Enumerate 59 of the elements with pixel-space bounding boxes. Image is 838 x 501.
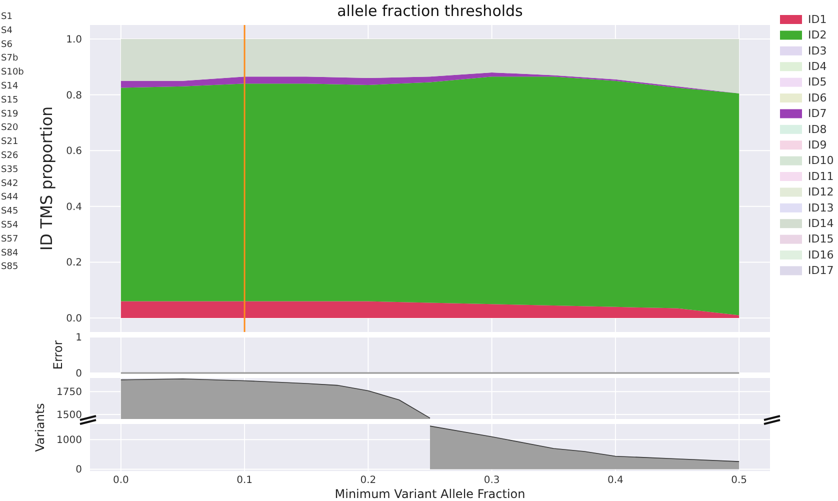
legend-label: ID1 [808, 12, 827, 26]
y-axis-title: Error [51, 340, 65, 370]
y-tick-label: 1.0 [66, 34, 82, 46]
y-tick-label: 0.6 [66, 146, 82, 158]
y-axis-title: ID TMS proportion [37, 106, 56, 251]
legend-label: ID11 [808, 170, 834, 183]
text: S14 [1, 82, 18, 92]
text: S15 [1, 95, 18, 106]
text: S4 [1, 26, 13, 36]
legend-label: ID2 [808, 28, 827, 42]
text: S7b [1, 54, 18, 64]
text: S45 [1, 206, 18, 217]
legend-label: ID4 [808, 60, 827, 73]
text: S10b [1, 68, 24, 78]
text: S42 [1, 178, 18, 189]
y-tick-label: 0.4 [66, 202, 82, 213]
y-tick-label: 1750 [56, 387, 82, 398]
y-tick-label: 0.8 [66, 90, 82, 102]
x-tick-label: 0.1 [236, 475, 252, 486]
chart-title: allele fraction thresholds [337, 2, 524, 20]
text: S57 [1, 234, 18, 244]
y-tick-label: 1000 [56, 435, 82, 446]
text: S85 [1, 262, 18, 272]
legend-label: ID17 [808, 264, 834, 278]
legend-label: ID10 [808, 154, 834, 168]
text: S44 [1, 192, 18, 203]
x-tick-label: 0.0 [112, 475, 129, 486]
legend-label: ID7 [808, 107, 827, 120]
legend-label: ID13 [808, 201, 834, 214]
legend-label: ID12 [808, 186, 834, 199]
text: S20 [1, 123, 18, 134]
x-axis-title: Minimum Variant Allele Fraction [334, 487, 526, 501]
legend-label: ID5 [808, 76, 827, 89]
x-tick-label: 0.4 [608, 475, 624, 486]
text: S1 [1, 12, 12, 22]
x-tick-label: 0.3 [484, 475, 500, 486]
y-tick-label: 1 [76, 332, 82, 344]
text: S6 [1, 40, 13, 50]
legend-label: ID6 [808, 91, 827, 104]
y-tick-label: 0 [76, 368, 82, 380]
text: S19 [1, 109, 18, 120]
y-tick-label: 0 [76, 464, 82, 476]
legend-label: ID14 [808, 216, 834, 230]
y-tick-label: 1500 [56, 410, 82, 421]
x-tick-label: 0.5 [731, 475, 748, 486]
y-tick-label: 0.0 [66, 314, 82, 325]
text: S35 [1, 164, 18, 175]
y-tick-label: 0.2 [66, 258, 82, 269]
text: S54 [1, 220, 18, 230]
legend-label: ID16 [808, 248, 834, 262]
legend-label: ID3 [808, 44, 827, 58]
y-axis-title: Variants [33, 403, 47, 452]
text: S84 [1, 248, 18, 258]
x-tick-label: 0.2 [360, 475, 376, 486]
legend-label: ID9 [808, 138, 827, 152]
legend-label: ID8 [808, 122, 827, 136]
text: S21 [1, 137, 18, 148]
legend-label: ID15 [808, 232, 834, 246]
text: S26 [1, 151, 18, 161]
